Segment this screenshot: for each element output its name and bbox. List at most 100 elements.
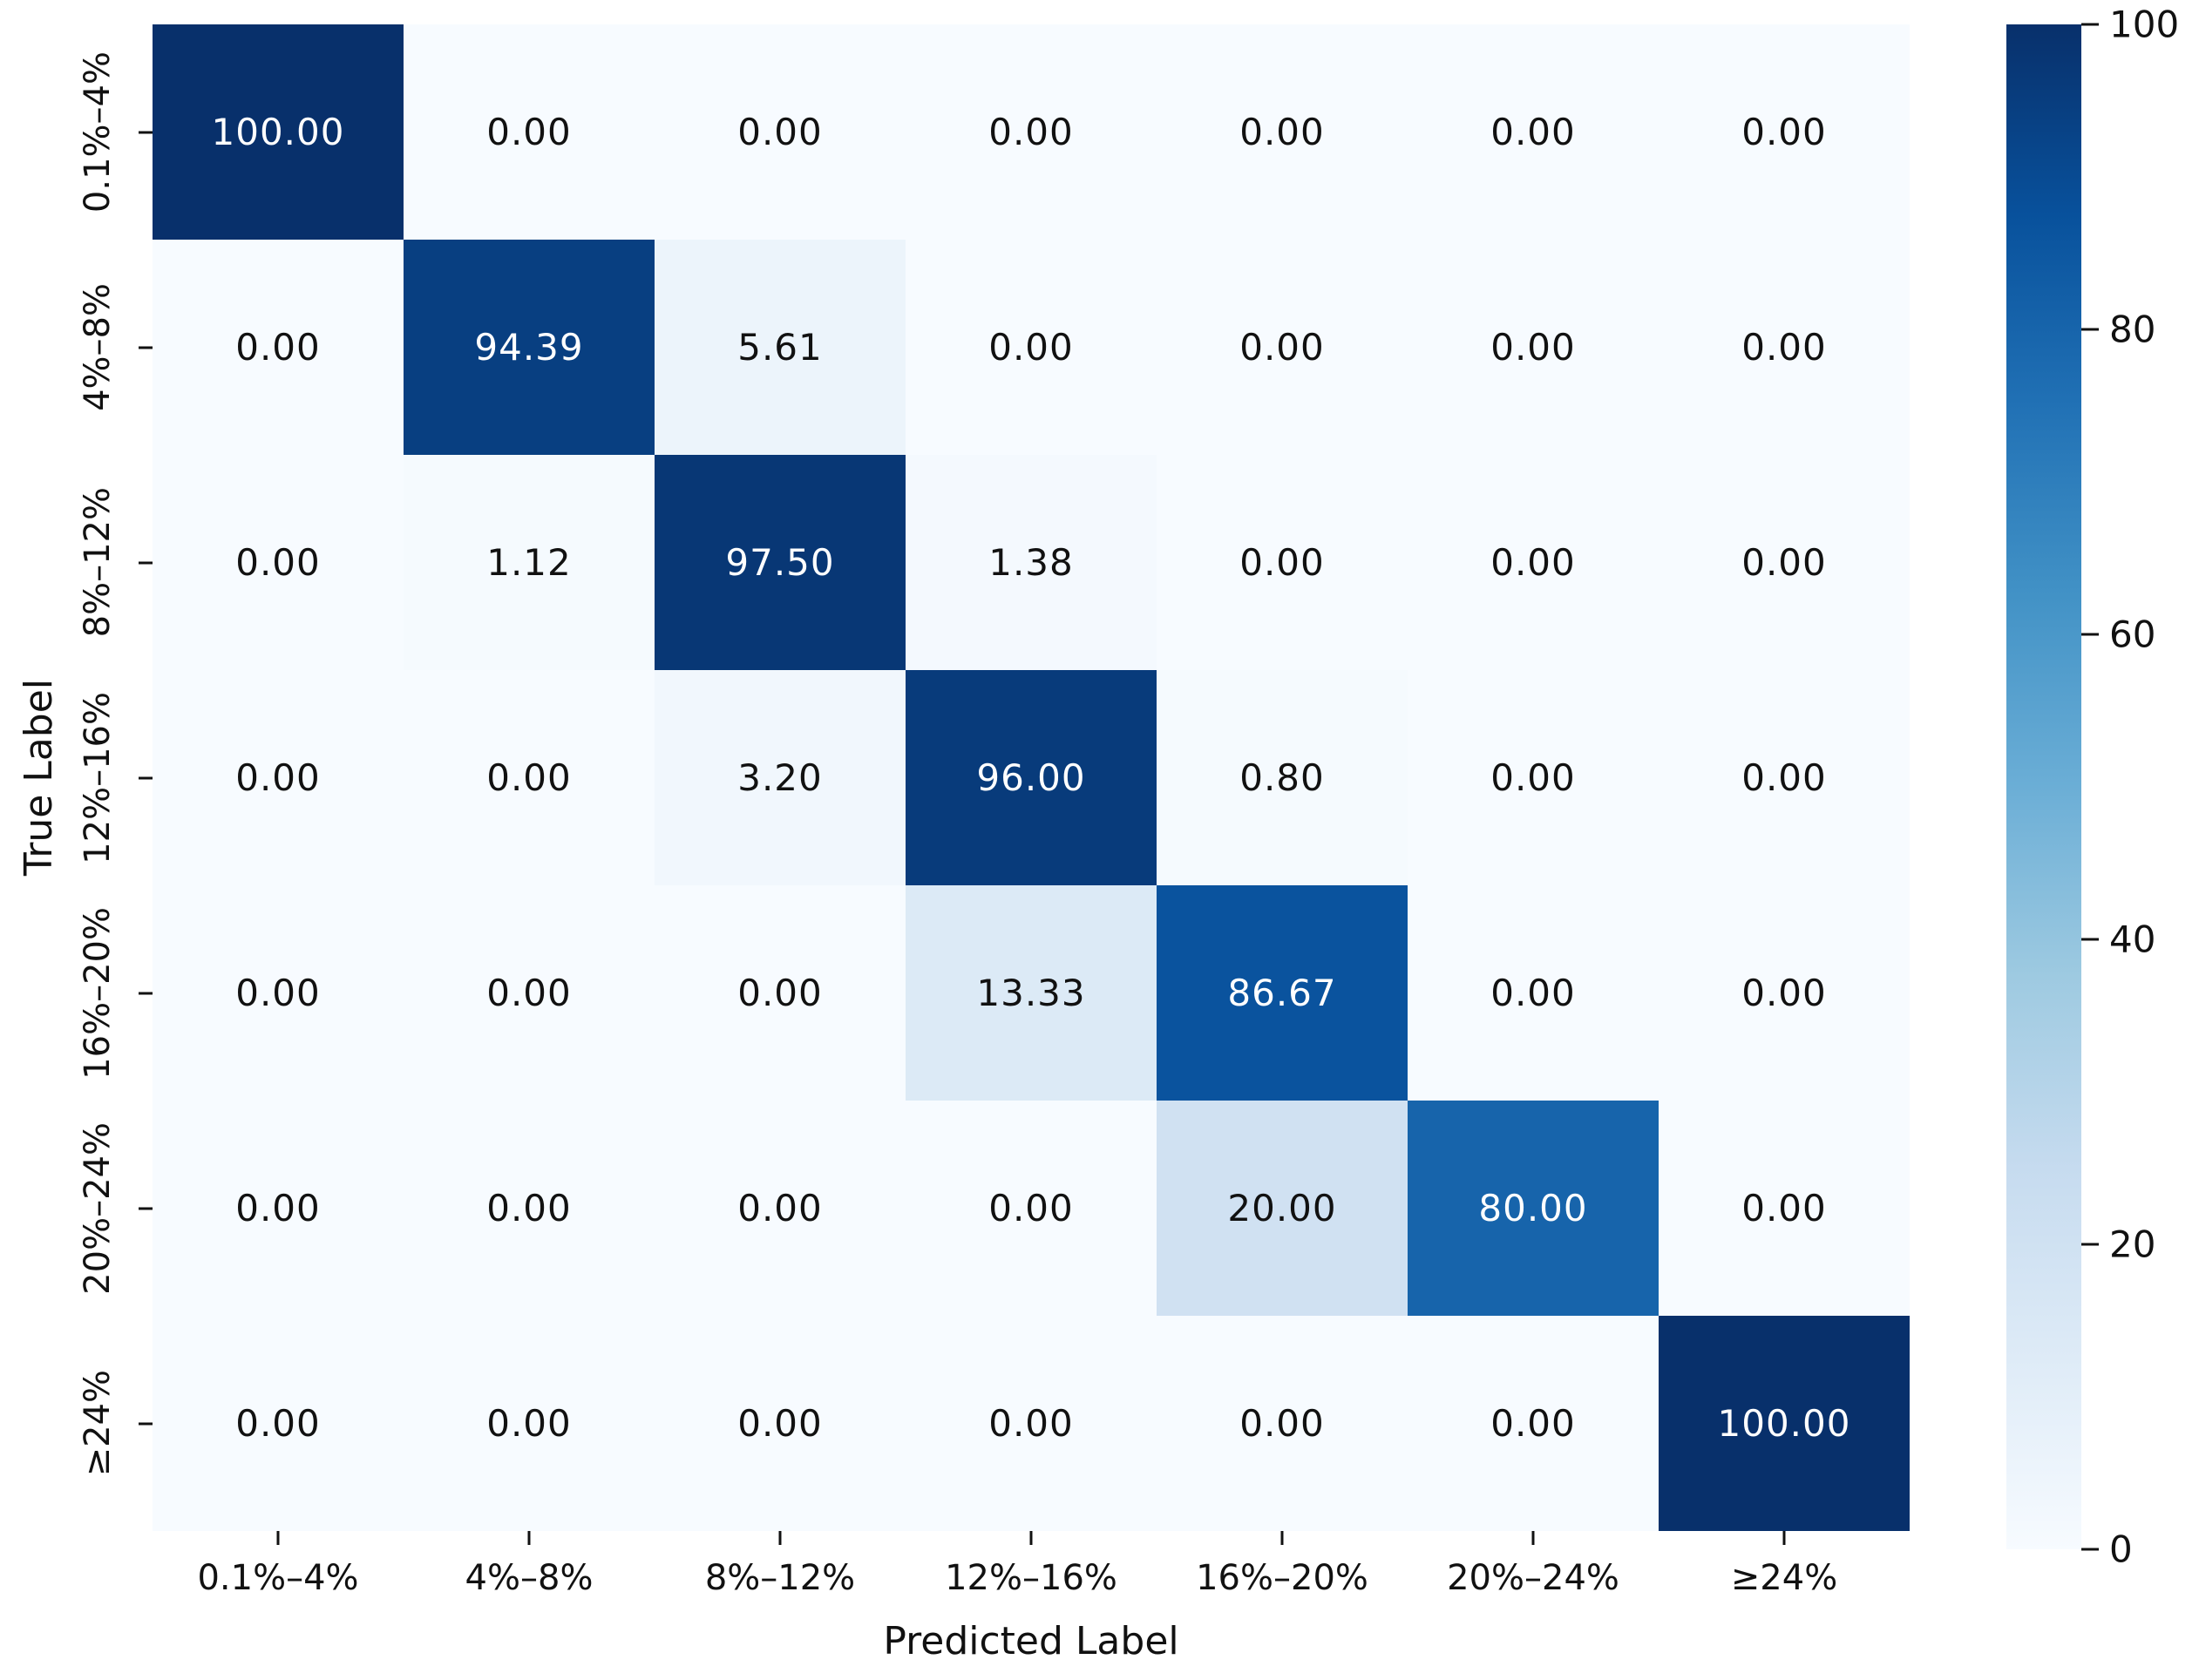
matrix-cell: 0.00: [1659, 885, 1910, 1101]
y-tick-mark: [139, 1207, 153, 1209]
matrix-cell: 0.00: [404, 1101, 655, 1316]
matrix-cell: 0.00: [1157, 455, 1408, 670]
matrix-cell: 0.00: [153, 885, 404, 1101]
y-tick-mark: [139, 561, 153, 564]
matrix-cell: 0.00: [1408, 1316, 1659, 1531]
matrix-cell: 13.33: [906, 885, 1157, 1101]
matrix-cell: 0.00: [404, 24, 655, 240]
matrix-cell: 0.00: [1659, 240, 1910, 455]
matrix-cell: 0.00: [906, 1316, 1157, 1531]
colorbar-tick-mark: [2081, 938, 2099, 941]
x-tick-label: 20%–24%: [1447, 1558, 1619, 1598]
x-tick-mark: [1029, 1531, 1033, 1545]
matrix-cell: 0.00: [153, 670, 404, 885]
matrix-cell: 1.12: [404, 455, 655, 670]
colorbar-tick-label: 100: [2109, 3, 2180, 46]
matrix-cell: 0.00: [1659, 1101, 1910, 1316]
matrix-cell: 0.00: [153, 1101, 404, 1316]
matrix-cell: 20.00: [1157, 1101, 1408, 1316]
matrix-cell: 0.00: [153, 455, 404, 670]
matrix-cell: 0.00: [655, 1316, 906, 1531]
y-tick-label: 4%–8%: [78, 283, 118, 411]
matrix-cell: 0.00: [1408, 24, 1659, 240]
colorbar-tick-mark: [2081, 633, 2099, 636]
matrix-cell: 1.38: [906, 455, 1157, 670]
matrix-cell: 0.00: [153, 1316, 404, 1531]
matrix-cell: 0.00: [906, 240, 1157, 455]
y-tick-label: 0.1%–4%: [78, 51, 118, 213]
x-tick-mark: [1280, 1531, 1284, 1545]
colorbar-tick-mark: [2081, 1243, 2099, 1246]
x-tick-mark: [276, 1531, 280, 1545]
matrix-cell: 100.00: [153, 24, 404, 240]
matrix-cell: 0.00: [1408, 240, 1659, 455]
y-tick: 20%–24%: [63, 1101, 132, 1316]
y-tick-label: 16%–20%: [78, 906, 118, 1080]
y-tick: 0.1%–4%: [63, 24, 132, 240]
matrix-cell: 0.00: [1659, 455, 1910, 670]
colorbar: [2006, 24, 2081, 1549]
y-tick: 12%–16%: [63, 670, 132, 885]
colorbar-tick-label: 0: [2109, 1528, 2133, 1571]
y-axis-title-text: True Label: [16, 679, 61, 877]
matrix-cell: 0.00: [1157, 240, 1408, 455]
colorbar-tick-label: 40: [2109, 918, 2156, 961]
matrix-cell: 0.00: [1157, 24, 1408, 240]
x-tick-label: 8%–12%: [704, 1558, 856, 1598]
matrix-cell: 0.00: [1659, 24, 1910, 240]
matrix-cell: 0.00: [655, 885, 906, 1101]
x-tick-mark: [1782, 1531, 1786, 1545]
x-tick-label: ≥24%: [1730, 1558, 1838, 1598]
colorbar-tick-label: 60: [2109, 613, 2156, 656]
y-tick-label: 12%–16%: [78, 691, 118, 864]
matrix-cell: 97.50: [655, 455, 906, 670]
x-tick-label: 12%–16%: [945, 1558, 1117, 1598]
x-tick-mark: [527, 1531, 531, 1545]
y-tick-mark: [139, 776, 153, 779]
matrix-cell: 0.00: [1408, 670, 1659, 885]
matrix-cell: 96.00: [906, 670, 1157, 885]
matrix-cell: 0.00: [1408, 885, 1659, 1101]
matrix-cell: 0.80: [1157, 670, 1408, 885]
matrix-cell: 0.00: [404, 885, 655, 1101]
x-tick-mark: [1531, 1531, 1535, 1545]
matrix-cell: 80.00: [1408, 1101, 1659, 1316]
matrix-cell: 0.00: [404, 1316, 655, 1531]
matrix-cell: 0.00: [1659, 670, 1910, 885]
y-tick: 8%–12%: [63, 455, 132, 670]
colorbar-tick-mark: [2081, 23, 2099, 26]
y-tick: 4%–8%: [63, 240, 132, 455]
matrix-cell: 3.20: [655, 670, 906, 885]
matrix-cell: 0.00: [404, 670, 655, 885]
y-tick: ≥24%: [63, 1316, 132, 1531]
colorbar-tick-mark: [2081, 328, 2099, 331]
colorbar-gradient: [2006, 24, 2081, 1549]
colorbar-tick-label: 80: [2109, 308, 2156, 351]
y-tick-mark: [139, 346, 153, 349]
y-tick-mark: [139, 131, 153, 133]
y-axis-title: True Label: [12, 24, 64, 1531]
y-tick-mark: [139, 992, 153, 994]
matrix-cell: 0.00: [153, 240, 404, 455]
matrix-cell: 94.39: [404, 240, 655, 455]
colorbar-tick-label: 20: [2109, 1223, 2156, 1266]
y-tick-label: ≥24%: [78, 1370, 118, 1477]
matrix-cell: 0.00: [1408, 455, 1659, 670]
x-tick-label: 0.1%–4%: [197, 1558, 359, 1598]
y-tick-label: 20%–24%: [78, 1121, 118, 1295]
x-tick-label: 4%–8%: [465, 1558, 594, 1598]
matrix-cell: 0.00: [655, 1101, 906, 1316]
matrix-cell: 0.00: [906, 1101, 1157, 1316]
x-tick-mark: [778, 1531, 782, 1545]
y-tick-label: 8%–12%: [78, 487, 118, 638]
matrix-cell: 0.00: [655, 24, 906, 240]
matrix-cell: 5.61: [655, 240, 906, 455]
matrix-cell: 0.00: [906, 24, 1157, 240]
y-tick: 16%–20%: [63, 885, 132, 1101]
x-tick-label: 16%–20%: [1196, 1558, 1368, 1598]
x-axis-title: Predicted Label: [883, 1619, 1179, 1663]
matrix-cell: 100.00: [1659, 1316, 1910, 1531]
colorbar-tick-mark: [2081, 1548, 2099, 1551]
matrix-cell: 0.00: [1157, 1316, 1408, 1531]
